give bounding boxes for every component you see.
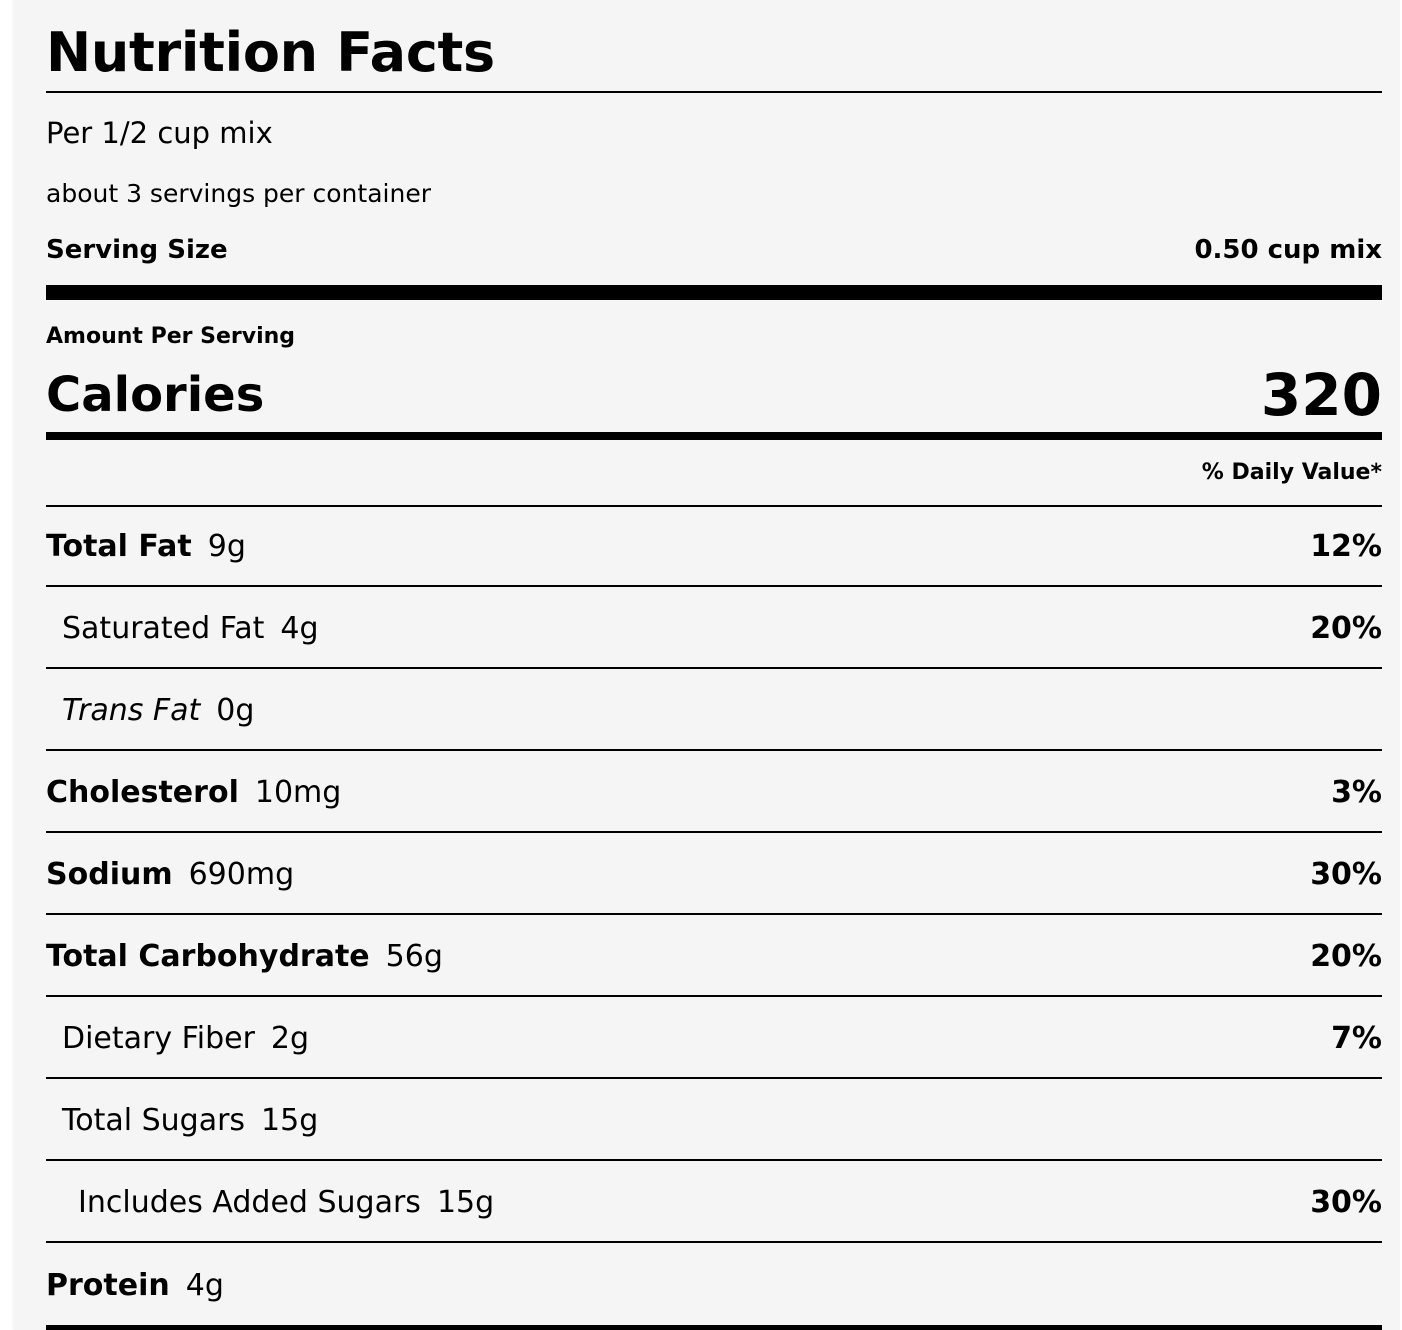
servings-per-container: about 3 servings per container (46, 179, 431, 208)
nutrient-row-added-sugars: Includes Added Sugars 15g 30% (46, 1163, 1382, 1243)
nutrient-row-trans-fat: Trans Fat 0g (46, 671, 1382, 751)
serving-size-row: Serving Size 0.50 cup mix (46, 232, 1382, 268)
nutrient-amount: 10mg (254, 774, 342, 810)
nutrient-name: Sodium (46, 856, 173, 892)
nutrient-amount: 9g (207, 528, 246, 564)
nutrient-name: Total Fat (46, 528, 192, 564)
per-serving-text: Per 1/2 cup mix (46, 116, 273, 150)
nutrient-row-saturated-fat: Saturated Fat 4g 20% (46, 589, 1382, 669)
title-divider (46, 91, 1382, 93)
nutrition-panel: Nutrition Facts Per 1/2 cup mix about 3 … (14, 0, 1400, 1330)
amount-per-serving: Amount Per Serving (46, 324, 296, 349)
nutrient-name: Cholesterol (46, 774, 239, 810)
nutrient-amount: 690mg (188, 856, 295, 892)
calories-row: Calories 320 (46, 360, 1382, 430)
thick-divider (46, 285, 1382, 300)
nutrient-row-dietary-fiber: Dietary Fiber 2g 7% (46, 999, 1382, 1079)
calories-label: Calories (46, 367, 265, 423)
nutrient-daily-value: 20% (1310, 610, 1382, 646)
nutrient-amount: 0g (216, 692, 255, 728)
calories-divider (46, 432, 1382, 440)
nutrient-name: Trans Fat (62, 692, 201, 728)
calories-value: 320 (1260, 361, 1382, 429)
daily-value-header: % Daily Value* (1201, 460, 1382, 485)
serving-size-value: 0.50 cup mix (1194, 235, 1382, 265)
nutrient-amount: 56g (385, 938, 443, 974)
nutrient-amount: 4g (280, 610, 319, 646)
nutrient-amount: 2g (270, 1020, 310, 1056)
nutrient-row-cholesterol: Cholesterol 10mg 3% (46, 753, 1382, 833)
nutrient-daily-value: 3% (1331, 774, 1382, 810)
nutrient-amount: 4g (185, 1267, 224, 1303)
nutrition-label: Nutrition Facts Per 1/2 cup mix about 3 … (46, 0, 1382, 1330)
bottom-divider (46, 1325, 1382, 1330)
nutrient-daily-value: 30% (1310, 1184, 1382, 1220)
nutrient-name: Total Sugars (62, 1102, 246, 1138)
nutrient-daily-value: 30% (1310, 856, 1382, 892)
nutrient-name: Dietary Fiber (62, 1020, 255, 1056)
nutrient-row-sodium: Sodium 690mg 30% (46, 835, 1382, 915)
nutrient-name: Protein (46, 1267, 170, 1303)
nutrient-name: Total Carbohydrate (46, 938, 370, 974)
nutrient-amount: 15g (436, 1184, 495, 1220)
nutrient-row-protein: Protein 4g (46, 1245, 1382, 1325)
nutrient-amount: 15g (261, 1102, 319, 1138)
nutrient-row-total-fat: Total Fat 9g 12% (46, 507, 1382, 587)
nutrient-daily-value: 20% (1310, 938, 1382, 974)
nutrient-daily-value: 7% (1331, 1020, 1382, 1056)
nutrient-row-total-sugars: Total Sugars 15g (46, 1081, 1382, 1161)
nutrient-name: Saturated Fat (62, 610, 265, 646)
label-title: Nutrition Facts (46, 21, 495, 84)
nutrient-name: Includes Added Sugars (78, 1184, 421, 1220)
nutrient-daily-value: 12% (1310, 528, 1382, 564)
daily-value-divider (46, 505, 1382, 507)
nutrient-row-total-carbohydrate: Total Carbohydrate 56g 20% (46, 917, 1382, 997)
serving-size-label: Serving Size (46, 235, 228, 265)
